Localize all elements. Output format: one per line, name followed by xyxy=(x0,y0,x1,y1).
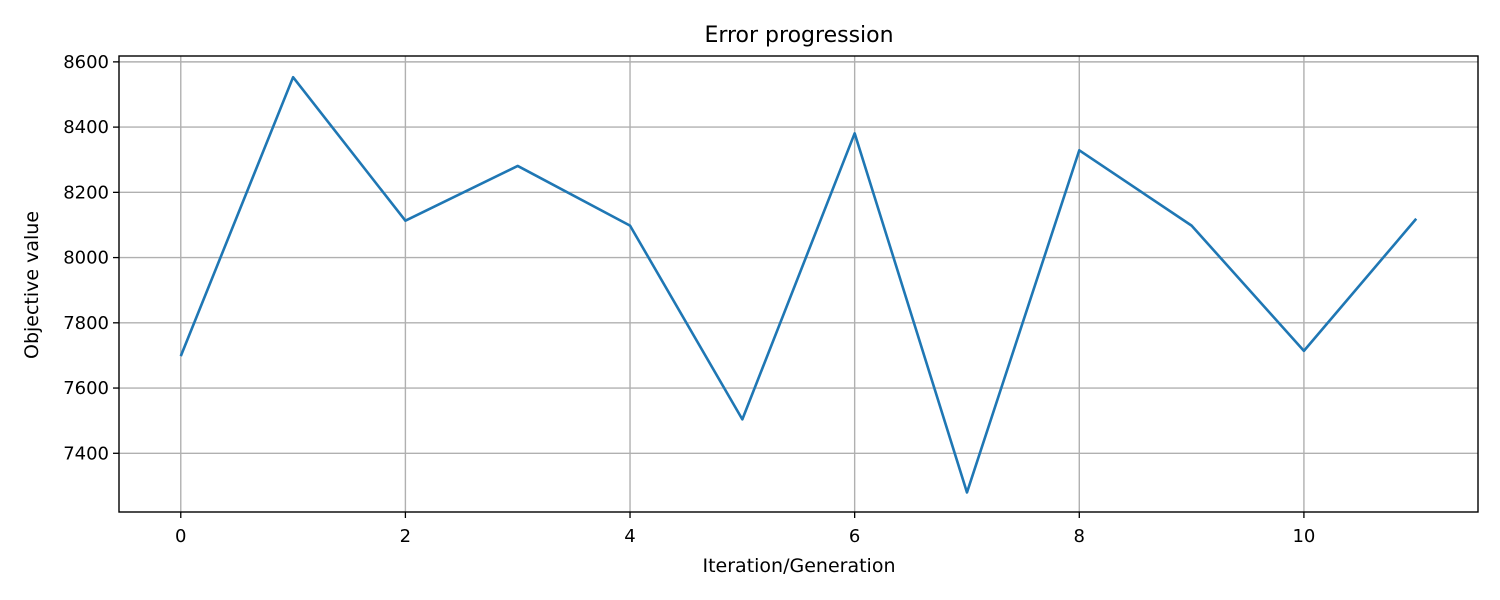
data-point xyxy=(515,163,521,169)
data-point xyxy=(178,353,184,359)
data-point xyxy=(627,223,633,229)
x-tick-label: 10 xyxy=(1292,526,1315,547)
chart-title: Error progression xyxy=(704,23,893,48)
data-point xyxy=(1076,147,1082,153)
series-layer xyxy=(178,74,1419,495)
data-point xyxy=(852,130,858,136)
data-point xyxy=(402,218,408,224)
data-point xyxy=(964,489,970,495)
y-tick-label: 8000 xyxy=(63,248,109,269)
y-tick-label: 7800 xyxy=(63,313,109,334)
x-tick-label: 2 xyxy=(400,526,411,547)
y-tick-label: 8600 xyxy=(63,52,109,73)
data-point xyxy=(739,416,745,422)
x-axis-label: Iteration/Generation xyxy=(703,555,896,577)
y-tick-label: 8400 xyxy=(63,117,109,138)
plot-frame xyxy=(118,55,1479,513)
x-tick-label: 6 xyxy=(849,526,860,547)
y-tick-label: 7600 xyxy=(63,378,109,399)
data-point xyxy=(290,74,296,80)
data-point xyxy=(1189,223,1195,229)
y-tick-label: 7400 xyxy=(63,443,109,464)
x-tick-label: 0 xyxy=(175,526,186,547)
y-tick-label: 8200 xyxy=(63,182,109,203)
y-axis-label: Objective value xyxy=(21,211,43,359)
ticks: 0 2 4 6 8 10 7400 7600 7800 8000 8200 8400 8600 xyxy=(63,52,1315,547)
data-point xyxy=(1301,348,1307,354)
x-tick-label: 8 xyxy=(1074,526,1085,547)
x-tick-label: 4 xyxy=(624,526,635,547)
data-point xyxy=(1413,216,1419,222)
series-line xyxy=(179,75,1418,494)
grid xyxy=(119,56,1478,512)
